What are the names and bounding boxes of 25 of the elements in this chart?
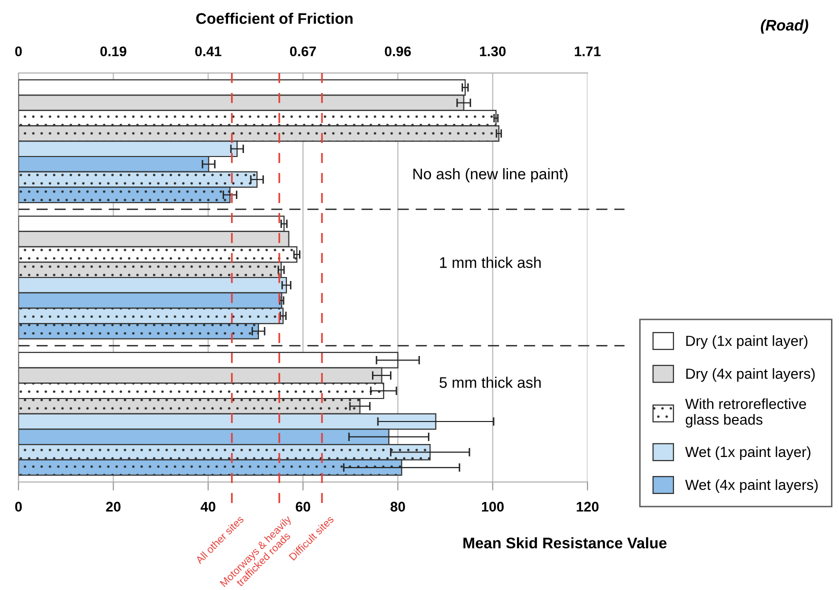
- x-tick-label: 40: [200, 502, 216, 512]
- text: (Road): [760, 19, 808, 34]
- annotation: 1 mm thick ash: [440, 256, 541, 268]
- legend-label: Wet (4x paint layers): [685, 479, 818, 493]
- legend-label: Wet (1x paint layer): [685, 446, 810, 460]
- x-tick-label: 60: [296, 502, 310, 512]
- x-axis-title: Mean Skid Resistance Value: [463, 537, 667, 548]
- x-tick-label: 20: [106, 502, 120, 512]
- text: 1.30: [480, 46, 506, 56]
- text: 0.41: [195, 46, 222, 56]
- x-tick-label: 80: [390, 502, 405, 512]
- x-tick-label: 100: [482, 502, 504, 512]
- legend-label: With retroreflective glass beads: [685, 398, 806, 428]
- text: 1.71: [574, 46, 601, 56]
- text: 0.67: [290, 46, 316, 56]
- annotation: No ash (new line paint): [413, 168, 568, 182]
- x-tick-label: 120: [576, 502, 599, 512]
- legend-label: Dry (1x paint layer): [686, 335, 808, 349]
- text: 0.19: [100, 46, 126, 56]
- text: 0: [15, 46, 22, 56]
- x2-axis-title: Coefficient of Friction: [196, 12, 353, 24]
- legend-label: Dry (4x paint layers): [686, 368, 815, 382]
- text: 0.96: [384, 46, 411, 56]
- annotation: 5 mm thick ash: [440, 376, 541, 388]
- x-tick-label: 0: [15, 502, 22, 512]
